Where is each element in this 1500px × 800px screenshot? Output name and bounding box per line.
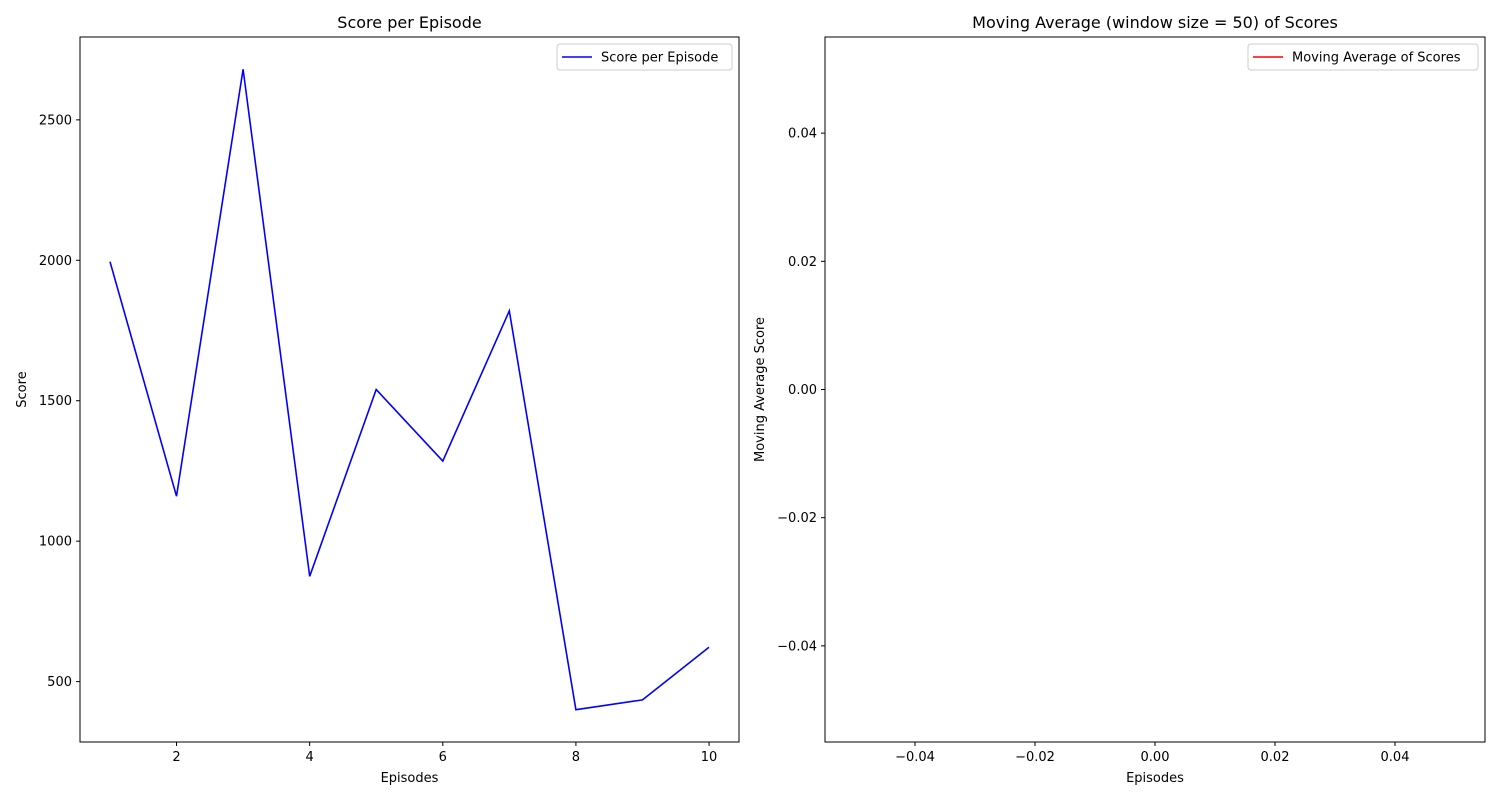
moving-average-y-tick-label: 0.00 xyxy=(788,383,817,398)
score-x-axis-label: Episodes xyxy=(381,771,439,786)
score-chart: Score per Episode Episodes Score 2 4 6 8 10 … xyxy=(15,13,740,786)
moving-average-y-ticks: 0.04 0.02 0.00 −0.02 −0.04 xyxy=(777,127,825,654)
score-x-tick-label: 4 xyxy=(306,750,314,765)
score-series-line xyxy=(109,69,710,711)
moving-average-x-tick-label: −0.02 xyxy=(1015,750,1055,765)
score-chart-title: Score per Episode xyxy=(337,13,481,32)
score-x-ticks: 2 4 6 8 10 xyxy=(172,742,717,765)
score-x-tick-label: 6 xyxy=(439,750,447,765)
moving-average-x-ticks: −0.04 −0.02 0.00 0.02 0.04 xyxy=(895,742,1409,765)
moving-average-plot-area xyxy=(824,36,1486,743)
score-plot-area xyxy=(79,36,740,743)
score-y-ticks: 500 1000 1500 2000 2500 xyxy=(39,113,80,690)
score-y-tick-label: 1500 xyxy=(39,394,72,409)
score-legend-box xyxy=(556,43,733,71)
score-legend-label: Score per Episode xyxy=(601,51,718,66)
moving-average-x-tick-label: 0.00 xyxy=(1141,750,1170,765)
score-y-axis-label: Score xyxy=(15,371,30,407)
moving-average-y-tick-label: −0.02 xyxy=(777,511,817,526)
moving-average-legend: Moving Average of Scores xyxy=(1247,43,1479,71)
moving-average-chart: Moving Average (window size = 50) of Sco… xyxy=(753,13,1486,786)
moving-average-legend-label: Moving Average of Scores xyxy=(1292,51,1461,66)
score-y-tick-label: 1000 xyxy=(39,535,72,550)
score-y-tick-label: 2000 xyxy=(39,254,72,269)
moving-average-y-tick-label: −0.04 xyxy=(777,639,817,654)
score-y-tick-label: 500 xyxy=(47,675,72,690)
moving-average-y-tick-label: 0.04 xyxy=(788,127,817,142)
moving-average-x-axis-label: Episodes xyxy=(1126,771,1184,786)
moving-average-y-tick-label: 0.02 xyxy=(788,255,817,270)
moving-average-legend-box xyxy=(1247,43,1479,71)
moving-average-x-tick-label: −0.04 xyxy=(895,750,935,765)
moving-average-x-tick-label: 0.04 xyxy=(1381,750,1410,765)
moving-average-y-axis-label: Moving Average Score xyxy=(753,317,768,462)
score-legend: Score per Episode xyxy=(556,43,733,71)
score-x-tick-label: 8 xyxy=(572,750,580,765)
score-x-tick-label: 10 xyxy=(701,750,718,765)
score-y-tick-label: 2500 xyxy=(39,113,72,128)
moving-average-chart-title: Moving Average (window size = 50) of Sco… xyxy=(972,13,1338,32)
moving-average-x-tick-label: 0.02 xyxy=(1261,750,1290,765)
score-x-tick-label: 2 xyxy=(172,750,180,765)
